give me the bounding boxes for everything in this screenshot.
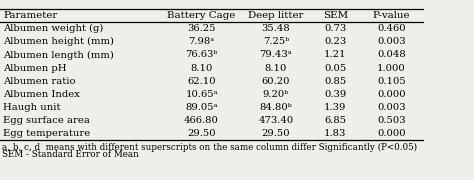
Text: 1.21: 1.21: [324, 50, 346, 60]
Text: 29.50: 29.50: [262, 129, 290, 138]
Text: Egg surface area: Egg surface area: [3, 116, 90, 125]
Text: 89.05ᵃ: 89.05ᵃ: [185, 103, 218, 112]
Text: 8.10: 8.10: [191, 64, 213, 73]
Text: 0.000: 0.000: [377, 90, 406, 99]
Text: 0.05: 0.05: [324, 64, 346, 73]
Text: 0.003: 0.003: [377, 37, 406, 46]
Text: 1.39: 1.39: [324, 103, 346, 112]
Text: 0.73: 0.73: [324, 24, 346, 33]
Text: 0.105: 0.105: [377, 77, 406, 86]
Text: 466.80: 466.80: [184, 116, 219, 125]
Text: 84.80ᵇ: 84.80ᵇ: [259, 103, 292, 112]
Text: 473.40: 473.40: [258, 116, 293, 125]
Text: 1.000: 1.000: [377, 64, 406, 73]
Text: 0.000: 0.000: [377, 129, 406, 138]
Text: 0.23: 0.23: [324, 37, 346, 46]
Text: Deep litter: Deep litter: [248, 11, 303, 20]
Text: Haugh unit: Haugh unit: [3, 103, 61, 112]
Text: 6.85: 6.85: [324, 116, 346, 125]
Text: Albumen weight (g): Albumen weight (g): [3, 24, 103, 33]
Text: Albumen pH: Albumen pH: [3, 64, 66, 73]
Text: SEM: SEM: [323, 11, 348, 20]
Text: Albumen height (mm): Albumen height (mm): [3, 37, 114, 46]
Text: Albumen ratio: Albumen ratio: [3, 77, 75, 86]
Text: a, b, c, d  means with different superscripts on the same column differ Signific: a, b, c, d means with different superscr…: [2, 143, 417, 152]
Text: 0.460: 0.460: [377, 24, 406, 33]
Text: Parameter: Parameter: [3, 11, 57, 20]
Text: 60.20: 60.20: [262, 77, 290, 86]
Text: 62.10: 62.10: [187, 77, 216, 86]
Text: Egg temperature: Egg temperature: [3, 129, 90, 138]
Text: Battery Cage: Battery Cage: [167, 11, 236, 20]
Text: 79.43ᵃ: 79.43ᵃ: [260, 50, 292, 60]
Text: 29.50: 29.50: [187, 129, 216, 138]
Text: 9.20ᵇ: 9.20ᵇ: [263, 90, 289, 99]
Text: P-value: P-value: [373, 11, 410, 20]
Text: Albumen length (mm): Albumen length (mm): [3, 50, 114, 60]
Text: 0.503: 0.503: [377, 116, 406, 125]
Text: 7.25ᵇ: 7.25ᵇ: [263, 37, 289, 46]
Text: 76.63ᵇ: 76.63ᵇ: [185, 50, 218, 60]
Text: 0.048: 0.048: [377, 50, 406, 60]
Text: 0.85: 0.85: [324, 77, 346, 86]
Text: SEM - Standard Error of Mean: SEM - Standard Error of Mean: [2, 150, 139, 159]
Text: 7.98ᵃ: 7.98ᵃ: [189, 37, 215, 46]
Text: 8.10: 8.10: [264, 64, 287, 73]
Text: Albumen Index: Albumen Index: [3, 90, 80, 99]
Text: 36.25: 36.25: [187, 24, 216, 33]
Text: 35.48: 35.48: [262, 24, 290, 33]
Text: 10.65ᵃ: 10.65ᵃ: [185, 90, 218, 99]
Text: 0.003: 0.003: [377, 103, 406, 112]
Text: 0.39: 0.39: [324, 90, 346, 99]
Text: 1.83: 1.83: [324, 129, 346, 138]
